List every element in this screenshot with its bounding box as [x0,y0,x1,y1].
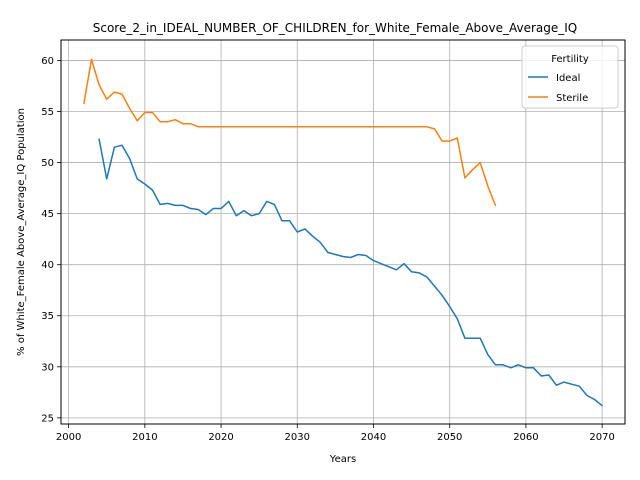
legend-title: Fertility [551,54,589,65]
y-tick-label: 40 [41,260,54,271]
y-axis-label: % of White_Female Above_Average_IQ Popul… [16,108,27,356]
legend-label-ideal: Ideal [556,73,580,84]
y-tick-label: 55 [41,107,54,118]
x-tick-label: 2040 [361,432,386,443]
legend: Fertility Ideal Sterile [522,46,618,108]
y-tick-label: 25 [41,413,54,424]
y-tick-label: 30 [41,362,54,373]
legend-label-sterile: Sterile [556,93,588,104]
y-tick-label: 60 [41,56,54,67]
y-tick-label: 50 [41,158,54,169]
x-tick-label: 2050 [437,432,462,443]
chart-title: Score_2_in_IDEAL_NUMBER_OF_CHILDREN_for_… [93,21,578,35]
x-tick-label: 2060 [513,432,538,443]
x-tick-label: 2030 [285,432,310,443]
y-tick-label: 45 [41,209,54,220]
x-tick-label: 2010 [132,432,157,443]
x-axis-label: Years [329,454,356,465]
x-tick-label: 2000 [56,432,81,443]
x-tick-label: 2070 [589,432,614,443]
y-tick-label: 35 [41,311,54,322]
x-tick-label: 2020 [208,432,233,443]
